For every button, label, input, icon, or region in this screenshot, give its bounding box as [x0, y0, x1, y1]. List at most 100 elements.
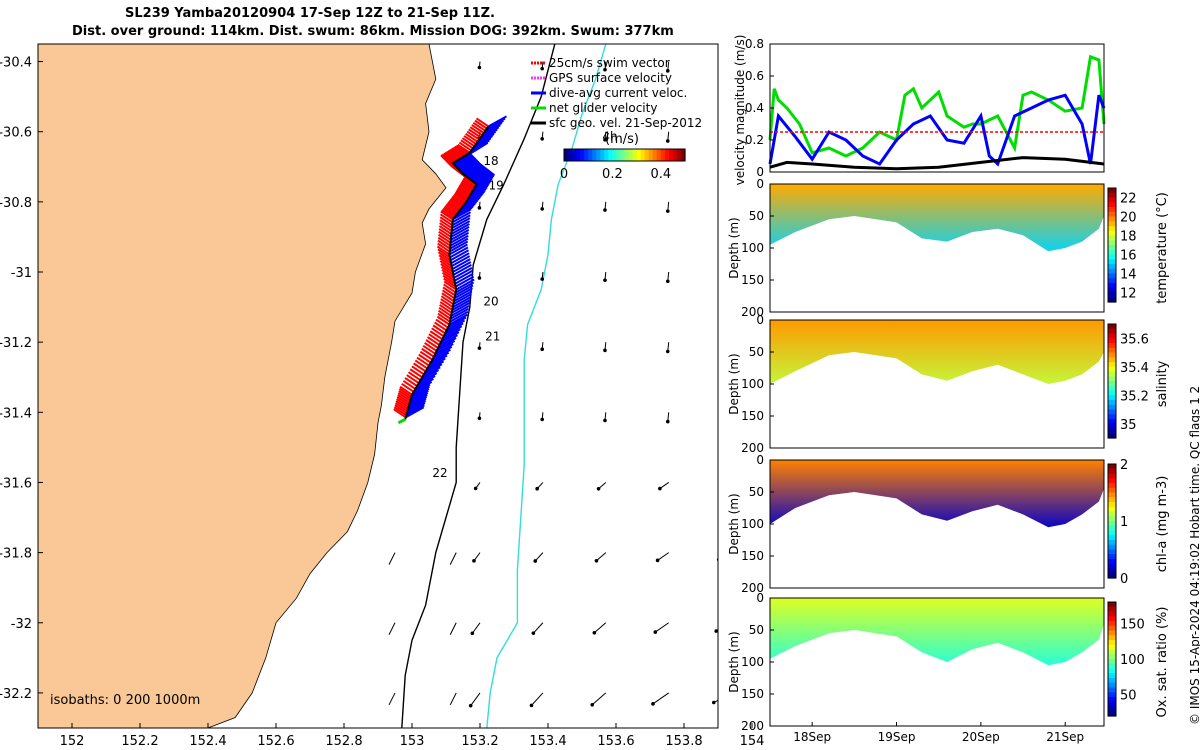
section-colorbar-segment [1108, 483, 1116, 489]
dive-avg-current-vector [458, 158, 478, 171]
section-ytick-label: 200 [741, 305, 764, 319]
swim-vector [442, 207, 456, 218]
swim-vector [439, 257, 453, 267]
swim-vector [455, 190, 469, 200]
section-colorbar-tick-label: 1 [1120, 515, 1128, 530]
swim-vector [396, 398, 410, 408]
geo-velocity-arrowhead [665, 139, 670, 143]
swim-vector [454, 191, 468, 202]
track-time-label: 4h [602, 129, 617, 143]
section-field [770, 598, 1104, 666]
swim-vector [398, 390, 412, 400]
swim-vector [442, 274, 456, 285]
swim-vector [465, 132, 479, 143]
dive-avg-current-vector [465, 165, 485, 178]
swim-vector [466, 130, 480, 141]
dive-avg-current-vector [454, 155, 474, 167]
section-colorbar-segment [1108, 381, 1116, 387]
geo-velocity-arrow [449, 622, 457, 635]
section-colorbar-segment [1108, 682, 1116, 689]
geo-velocity-arrowhead [603, 348, 607, 353]
section-colorbar-segment [1108, 192, 1116, 199]
section-colorbar-tick-label: 2 [1120, 458, 1128, 473]
dive-avg-current-vector [450, 231, 470, 244]
map-ytick-label: -31.4 [0, 406, 32, 421]
swim-vector [395, 400, 409, 410]
section-colorbar-segment [1108, 207, 1116, 213]
dive-avg-current-vector [450, 228, 470, 241]
dive-avg-current-vector [459, 160, 479, 173]
section-colorbar-segment [1108, 630, 1116, 636]
swim-vector [404, 377, 418, 387]
dive-avg-current-vector [473, 135, 493, 148]
swim-vector [438, 254, 452, 265]
map-xtick-label: 152.6 [257, 734, 294, 749]
section-colorbar-segment [1108, 287, 1116, 294]
dive-avg-current-vector [455, 275, 475, 288]
swim-vector [469, 126, 483, 137]
swim-vector [461, 137, 476, 147]
section-ytick-label: 150 [741, 687, 764, 701]
swim-vector [437, 251, 452, 262]
velocity-series-line [768, 93, 1106, 167]
section-colorbar-segment [1108, 506, 1116, 513]
section-colorbar-frame [1107, 323, 1117, 439]
swim-vector [436, 245, 450, 256]
section-colorbar-tick-label: 0 [1120, 572, 1128, 587]
swim-vector [439, 219, 453, 229]
dive-avg-current-vector [454, 284, 474, 297]
colorbar-segment [660, 149, 666, 161]
section-colorbar-segment [1108, 644, 1116, 651]
section-colorbar-segment [1108, 202, 1116, 208]
velocity-ytick-label: 0.4 [745, 101, 764, 115]
swim-vector [437, 242, 451, 253]
colorbar-segment [608, 149, 613, 161]
swim-vector [463, 135, 477, 145]
swim-vector [472, 121, 486, 132]
section-colorbar-tick-label: 12 [1120, 287, 1137, 302]
section-colorbar-segment [1108, 654, 1116, 660]
geo-velocity-arrowhead [603, 278, 607, 282]
map-xtick-label: 152.8 [325, 734, 362, 749]
swim-vector [457, 187, 471, 197]
colorbar-segment [652, 149, 658, 161]
colorbar-tick-label: 0.2 [602, 167, 623, 182]
map-xtick-label: 152 [60, 734, 85, 749]
legend-entry: net glider velocity [549, 101, 657, 115]
dive-avg-current-vector [451, 217, 471, 230]
dive-avg-current-vector [454, 287, 473, 300]
dive-avg-current-vector [414, 378, 434, 390]
dive-avg-current-vector [449, 234, 469, 247]
geo-velocity-arrow [731, 132, 732, 142]
swim-vector [436, 315, 450, 326]
section-colorbar-segment [1108, 433, 1116, 439]
swim-vector [463, 176, 477, 187]
section-colorbar-tick-label: 18 [1120, 230, 1137, 245]
section-colorbar-segment [1108, 211, 1116, 218]
section-ytick-label: 50 [749, 345, 764, 359]
section-colorbar-segment [1108, 706, 1116, 712]
section-ytick-label: 100 [741, 377, 764, 391]
dive-avg-current-vector [452, 296, 472, 308]
swim-vector [449, 198, 463, 209]
section-colorbar-segment [1108, 668, 1116, 674]
dive-avg-current-vector [455, 281, 475, 294]
section-colorbar-segment [1108, 487, 1116, 494]
geo-velocity-arrow [652, 692, 669, 705]
net-glider-velocity [397, 417, 406, 425]
section-ytick-label: 50 [749, 623, 764, 637]
swim-vector [443, 152, 457, 163]
swim-vector [441, 209, 455, 219]
dive-avg-current-vector [408, 394, 428, 406]
section-colorbar-segment [1108, 678, 1116, 684]
section-colorbar-segment [1108, 259, 1116, 265]
geo-velocity-arrowhead [590, 702, 595, 707]
swim-vector [440, 263, 454, 273]
section-colorbar-segment [1108, 226, 1116, 232]
geo-velocity-arrow [654, 622, 669, 633]
chart-title: SL239 Yamba20120904 17-Sep 12Z to 21-Sep… [125, 6, 495, 21]
map-xtick-label: 153.8 [665, 734, 702, 749]
section-colorbar-segment [1108, 283, 1116, 289]
geo-velocity-arrow [471, 622, 481, 634]
map-xtick-label: 154 [740, 734, 765, 749]
